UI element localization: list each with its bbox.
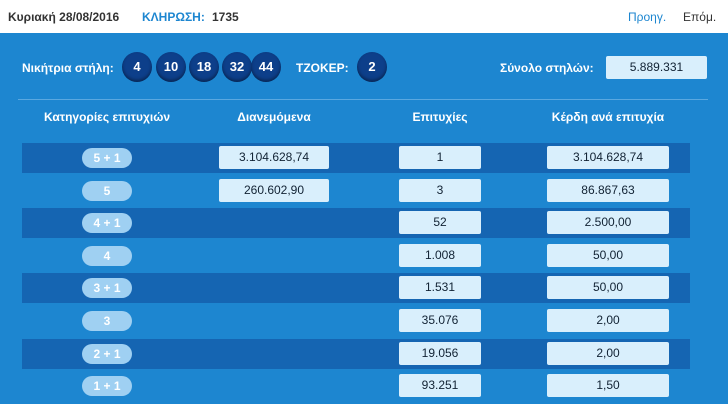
winners-box: 1.008: [399, 243, 481, 267]
separator: [18, 99, 708, 100]
winners-box: 1: [399, 146, 481, 169]
number-ball: 18: [189, 52, 219, 82]
joker-ball: 2: [357, 52, 387, 82]
category-pill: 2 + 1: [82, 343, 132, 364]
winners-box: 3: [399, 178, 481, 202]
column-header: Κατηγορίες επιτυχιών: [43, 110, 171, 124]
number-ball: 10: [156, 52, 186, 82]
category-pill: 4 + 1: [82, 213, 132, 234]
winners-box: 19.056: [399, 341, 481, 365]
prize-box: 50,00: [547, 276, 669, 300]
total-label: Σύνολο στηλών:: [500, 61, 594, 75]
category-pill: 3: [82, 311, 132, 331]
category-pill: 1 + 1: [82, 376, 132, 397]
prize-box: 86.867,63: [547, 178, 669, 202]
draw-label: ΚΛΗΡΩΣΗ:: [142, 10, 205, 24]
next-link[interactable]: Επόμ.: [683, 10, 717, 24]
category-pill: 5: [82, 180, 132, 201]
prize-box: 3.104.628,74: [547, 146, 669, 169]
winners-box: 52: [399, 211, 481, 235]
draw-number: 1735: [212, 10, 239, 24]
category-pill: 3 + 1: [82, 278, 132, 299]
number-ball: 4: [122, 52, 152, 82]
winning-label: Νικήτρια στήλη:: [22, 61, 114, 75]
prize-box: 2,00: [547, 341, 669, 365]
prize-box: 50,00: [547, 243, 669, 267]
category-pill: 5 + 1: [82, 148, 132, 168]
category-pill: 4: [82, 245, 132, 266]
date: Κυριακή 28/08/2016: [8, 10, 120, 24]
winners-box: 93.251: [399, 374, 481, 398]
number-ball: 44: [251, 52, 281, 82]
joker-label: ΤΖΟΚΕΡ:: [296, 61, 349, 75]
winners-box: 1.531: [399, 276, 481, 300]
total-box: 5.889.331: [606, 56, 707, 79]
column-header: Κέρδη ανά επιτυχία: [551, 110, 665, 124]
prize-box: 2.500,00: [547, 211, 669, 235]
column-header: Διανεμόμενα: [237, 110, 311, 124]
prev-link[interactable]: Προηγ.: [628, 10, 667, 24]
prize-box: 2,00: [547, 309, 669, 332]
distributed-box: 3.104.628,74: [219, 146, 329, 169]
winners-box: 35.076: [399, 309, 481, 332]
column-header: Επιτυχίες: [412, 110, 468, 124]
number-ball: 32: [222, 52, 252, 82]
distributed-box: 260.602,90: [219, 178, 329, 202]
prize-box: 1,50: [547, 374, 669, 398]
